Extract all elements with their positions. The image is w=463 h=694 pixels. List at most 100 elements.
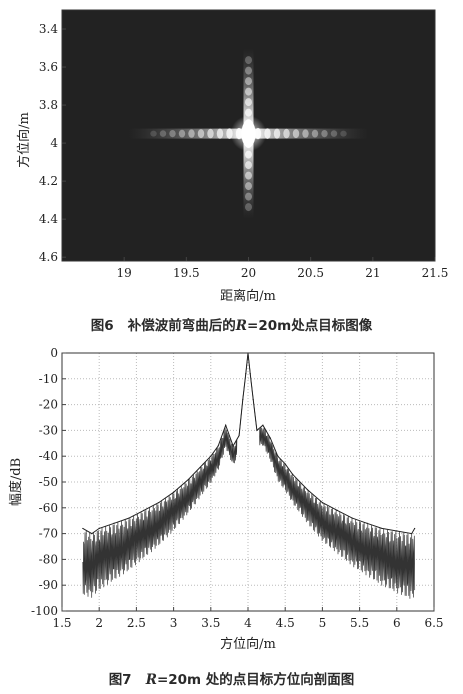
profile-point: [238, 434, 240, 437]
profile-point: [82, 527, 84, 530]
figure7-caption-variable: R: [145, 672, 157, 688]
profile-point: [351, 517, 353, 519]
x-tick-label: 4: [244, 616, 252, 630]
azimuth-sidelobe: [245, 108, 252, 117]
range-sidelobe: [340, 130, 347, 137]
y-tick-label: -20: [39, 398, 58, 412]
figure7-xlabel: 方位向/m: [220, 636, 276, 652]
y-tick-label: 4.2: [39, 174, 58, 188]
figure6-xlabel: 距离向/m: [220, 288, 276, 304]
y-tick-label: 3.8: [39, 98, 58, 112]
x-tick-label: 4.5: [276, 616, 295, 630]
profile-point: [292, 473, 294, 475]
range-sidelobe: [159, 130, 167, 137]
x-tick-label: 21: [365, 266, 380, 280]
profile-point: [249, 373, 251, 375]
x-tick-label: 2: [95, 616, 103, 630]
profile-point: [173, 491, 175, 493]
profile-point: [321, 502, 323, 504]
x-tick-label: 21.5: [422, 266, 449, 280]
y-tick-label: -60: [39, 501, 58, 515]
profile-point: [128, 517, 130, 519]
y-tick-label: -10: [39, 372, 58, 386]
x-tick-label: 19: [117, 266, 132, 280]
profile-point: [242, 398, 244, 401]
figure6-caption: 图6 补偿波前弯曲后的R=20m处点目标图像: [0, 314, 463, 334]
range-sidelobe: [150, 130, 157, 137]
figure7-chart: 1.5 2 2.5 3 3.5 4 4.5 5 5.5 6 6.5 0 -10 -20 -30 -40 -50 -…: [8, 346, 444, 652]
x-tick-label: 20.5: [297, 266, 324, 280]
azimuth-sidelobe: [245, 192, 252, 201]
profile-point: [336, 509, 338, 511]
figure7-caption-tail: =20m 处的点目标方位向剖面图: [156, 672, 355, 688]
profile-point: [225, 424, 227, 426]
profile-point: [91, 533, 93, 535]
range-sidelobe: [207, 128, 214, 139]
y-tick-label: 0: [50, 346, 58, 360]
y-tick-label: -30: [39, 423, 58, 437]
azimuth-sidelobe: [245, 182, 252, 191]
range-sidelobe: [273, 128, 281, 139]
azimuth-sidelobe: [245, 56, 252, 65]
x-tick-label: 2.5: [127, 616, 146, 630]
figure6-caption-tail: =20m处点目标图像: [247, 318, 373, 334]
profile-point: [269, 437, 271, 439]
profile-point: [210, 455, 212, 457]
range-sidelobe: [178, 129, 186, 138]
y-tick-label: 3.6: [39, 60, 58, 74]
target-main-lobe: [241, 119, 256, 148]
profile-point: [381, 527, 383, 530]
x-tick-label: 5.5: [350, 616, 369, 630]
azimuth-sidelobe: [245, 66, 252, 75]
profile-point: [252, 398, 254, 401]
y-tick-label: 4: [50, 136, 58, 150]
range-sidelobe: [302, 129, 309, 138]
range-sidelobe: [311, 129, 319, 138]
profile-point: [187, 478, 190, 481]
azimuth-sidelobe: [245, 161, 252, 170]
figure7-caption: 图7 R=20m 处的点目标方位向剖面图: [0, 668, 463, 688]
range-sidelobe: [216, 128, 224, 139]
x-tick-label: 1.5: [52, 616, 71, 630]
x-tick-label: 6.5: [424, 616, 443, 630]
range-sidelobe: [169, 129, 176, 138]
x-tick-label: 19.5: [173, 266, 200, 280]
range-sidelobe: [330, 130, 338, 137]
profile-point: [143, 509, 145, 511]
x-tick-label: 3: [170, 616, 178, 630]
profile-point: [232, 445, 234, 447]
profile-point: [217, 445, 219, 447]
profile-point: [277, 455, 279, 457]
profile-point: [113, 522, 115, 524]
y-tick-label: -80: [39, 552, 58, 566]
profile-point: [306, 489, 309, 491]
y-tick-label: -50: [39, 475, 58, 489]
azimuth-sidelobe: [245, 203, 252, 212]
figure6-caption-text: 补偿波前弯曲后的: [127, 318, 236, 334]
profile-point: [202, 463, 204, 465]
azimuth-sidelobe: [245, 98, 252, 107]
x-tick-label: 5: [319, 616, 327, 630]
figure6-chart: 19 19.5 20 20.5 21 21.5 3.4 3.6 3.8 4 4.2 4.4 4.6 距离…: [16, 9, 449, 304]
x-tick-label: 6: [393, 616, 401, 630]
azimuth-sidelobe: [245, 77, 252, 86]
range-sidelobe: [321, 129, 328, 138]
y-tick-label: 4.4: [39, 212, 58, 226]
profile-point: [98, 527, 100, 530]
y-tick-label: 3.4: [39, 22, 58, 36]
profile-point: [366, 522, 368, 524]
profile-point: [396, 530, 398, 532]
profile-point: [411, 533, 413, 535]
range-sidelobe: [188, 129, 195, 138]
profile-point: [414, 527, 416, 530]
x-tick-label: 3.5: [201, 616, 220, 630]
y-tick-label: -70: [39, 527, 58, 541]
profile-point: [262, 424, 264, 426]
figure6-ylabel: 方位向/m: [16, 112, 32, 168]
x-tick-label: 20: [241, 266, 256, 280]
profile-point: [158, 502, 160, 504]
y-tick-label: 4.6: [39, 250, 58, 264]
azimuth-sidelobe: [245, 87, 252, 96]
figure6-caption-variable: R: [235, 318, 248, 334]
profile-point: [245, 373, 247, 375]
